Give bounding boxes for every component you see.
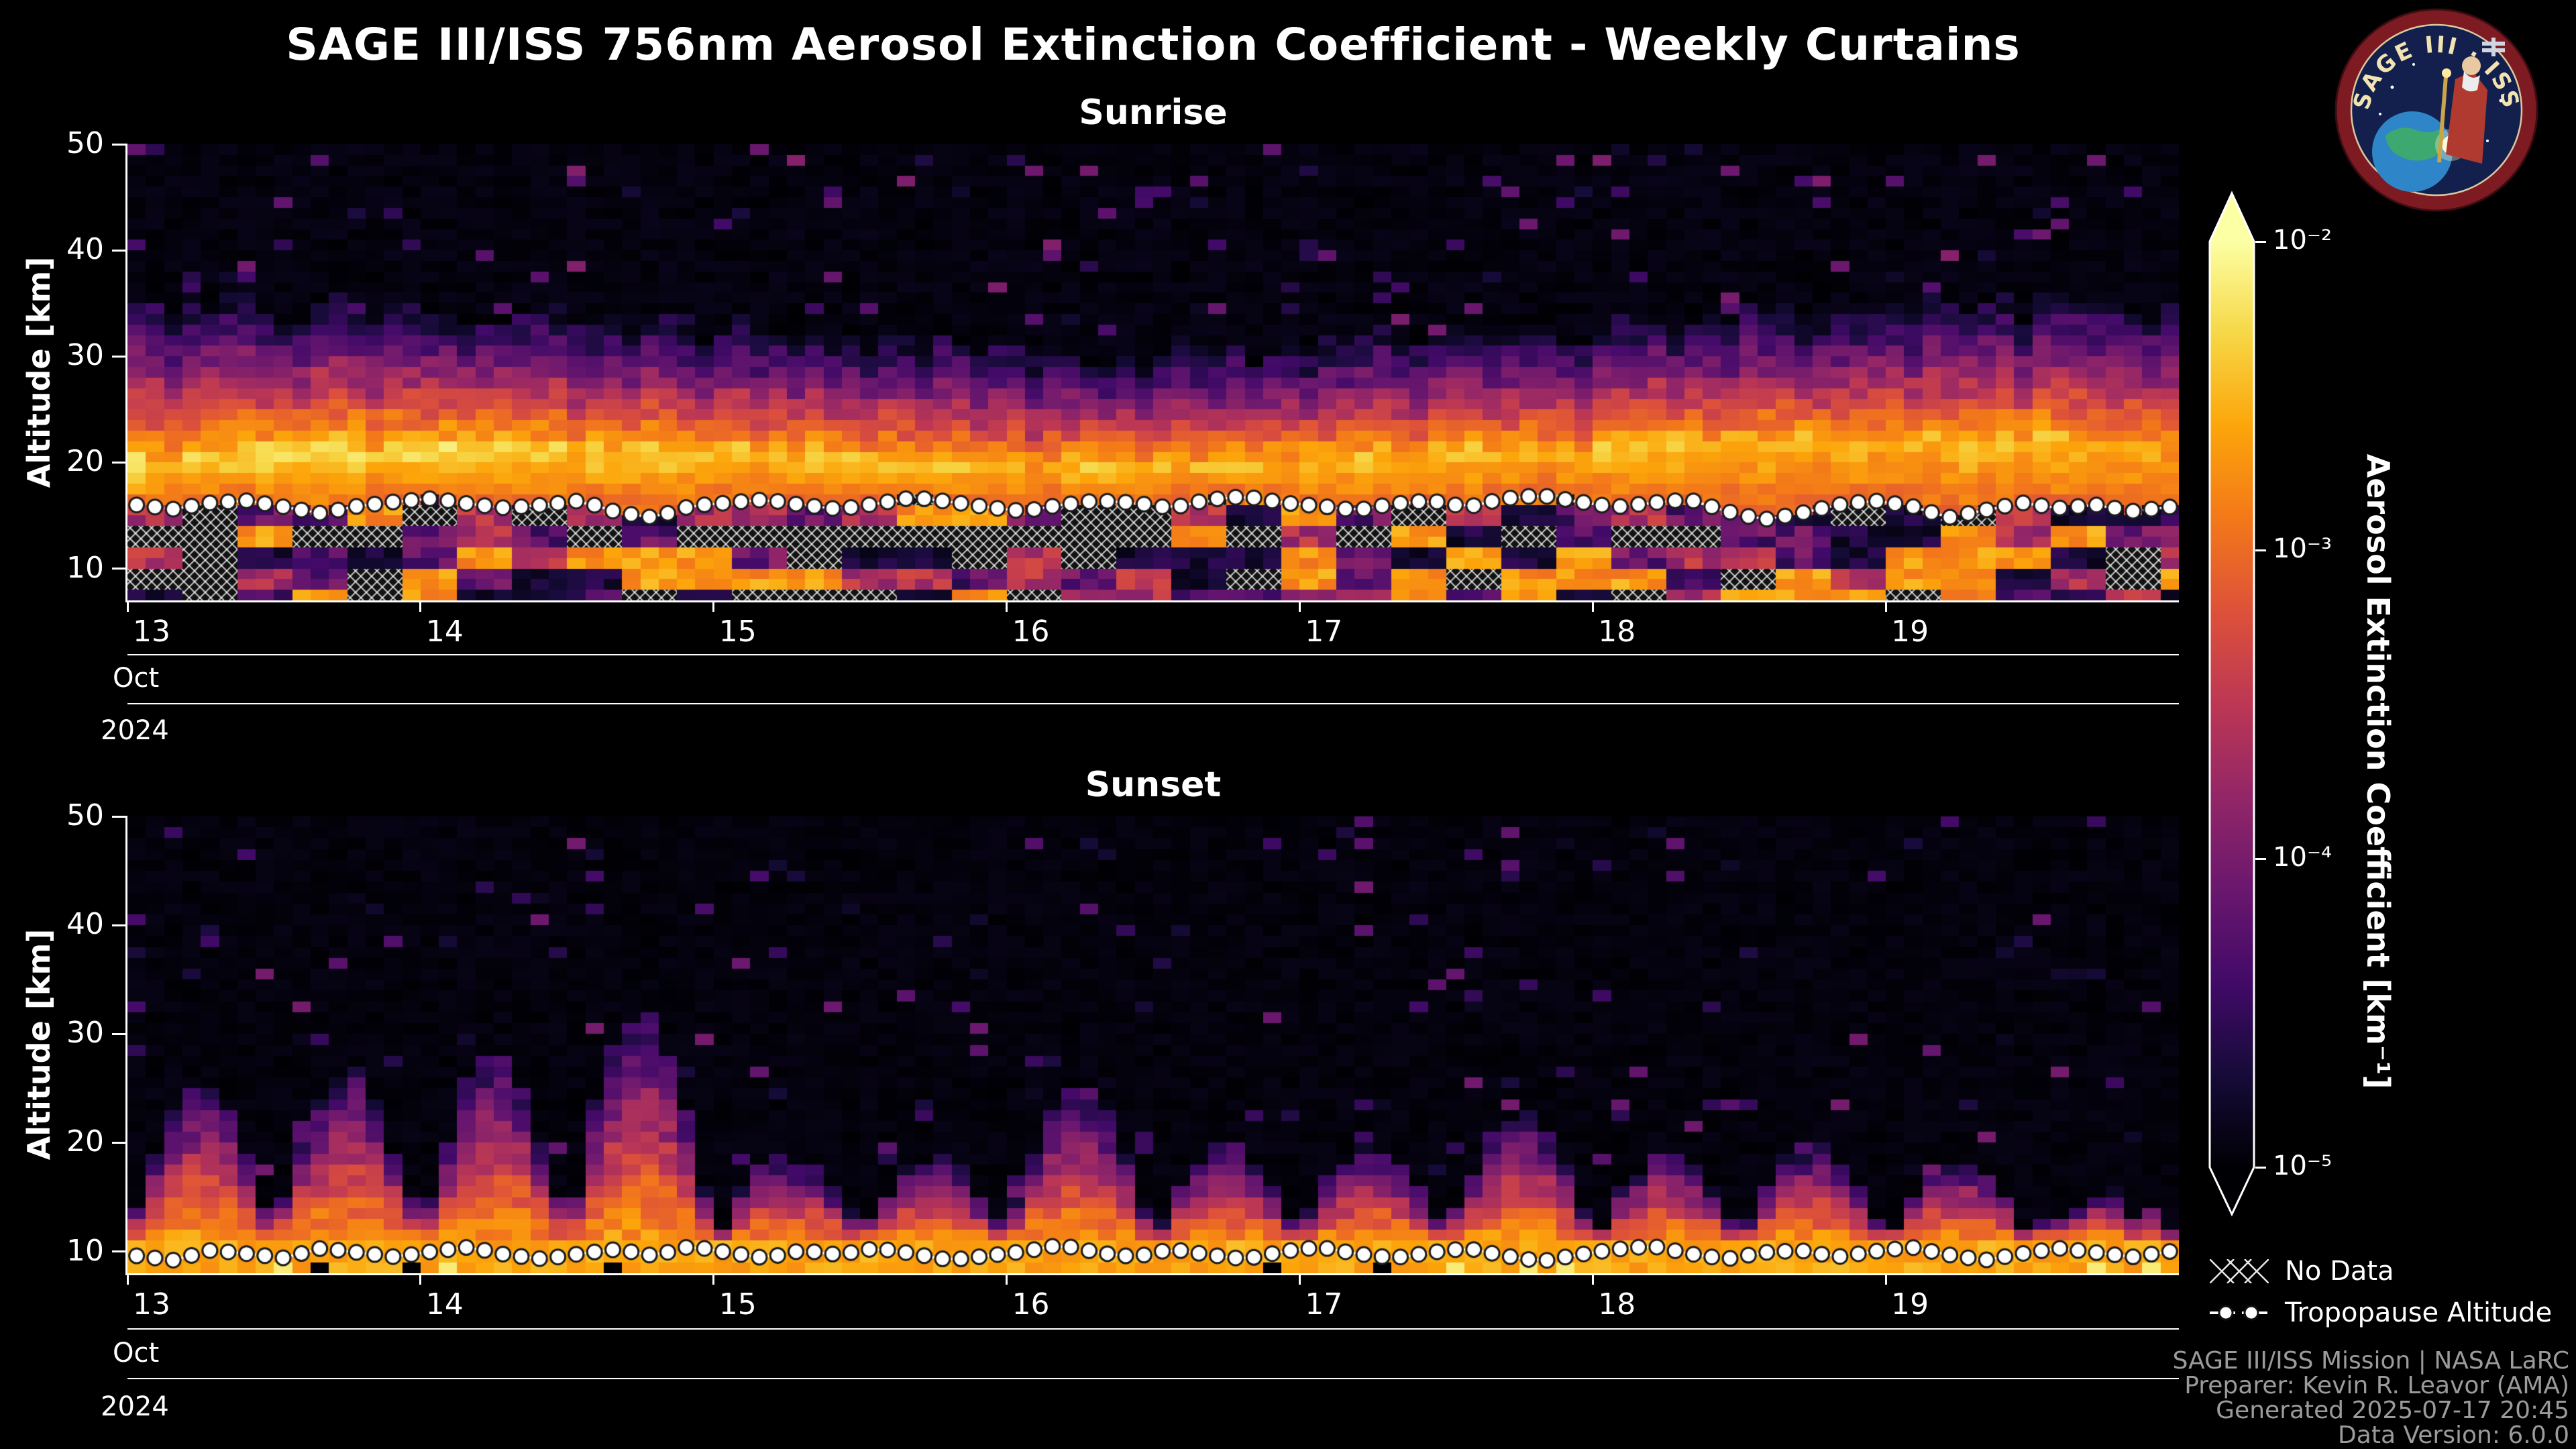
sunrise-plot-area [125,144,2179,602]
credit-generated: Generated 2025-07-17 20:45 [2216,1397,2569,1424]
y-tick-mark [112,568,127,570]
sunset-heatmap-canvas [127,816,2179,1273]
sunrise-heatmap-canvas [127,144,2179,600]
x-tick-label: 18 [1598,614,1636,649]
y-tick-mark [112,1250,127,1253]
colorbar-bar [2208,191,2255,1217]
x-tick-mark [126,602,129,612]
x-tick-label: 18 [1598,1287,1636,1322]
legend-tropopause-label: Tropopause Altitude [2285,1297,2553,1328]
x-tick-mark [712,1275,715,1285]
x-tick-mark [1298,1275,1301,1285]
y-tick-label: 50 [66,126,104,160]
x-tick-mark [1884,1275,1887,1285]
x-tick-mark [419,602,422,612]
y-tick-label: 10 [66,1233,104,1268]
panel-title-sunset: Sunset [1085,765,1222,805]
y-tick-label: 40 [66,232,104,267]
y-tick-label: 40 [66,907,104,942]
x-tick-mark [712,602,715,612]
colorbar-tick-mark [2255,858,2266,860]
colorbar-axis-label: Aerosol Extinction Coefficient [km⁻¹] [2360,453,2396,1089]
y-tick-label: 50 [66,798,104,833]
figure-title: SAGE III/ISS 756nm Aerosol Extinction Co… [286,19,2021,70]
y-tick-mark [112,924,127,926]
no-data-hatch-icon [2210,1259,2269,1283]
credit-data-version: Data Version: 6.0.0 [2338,1421,2569,1449]
y-tick-mark [112,249,127,252]
x-tick-mark [1006,602,1008,612]
colorbar-tick-label: 10⁻⁴ [2273,842,2332,873]
y-tick-mark [112,1141,127,1144]
x-tick-label: 15 [718,614,757,649]
sunset-plot-area [125,816,2179,1275]
x-tick-mark [126,1275,129,1285]
y-tick-label: 20 [66,444,104,479]
colorbar-tick-label: 10⁻⁵ [2273,1150,2332,1181]
x-tick-label: 19 [1891,1287,1929,1322]
x-axis-year-label-sunset: 2024 [101,1391,169,1422]
legend-item-no-data: No Data [2210,1256,2394,1287]
credit-mission: SAGE III/ISS Mission | NASA LaRC [2172,1347,2569,1375]
x-tick-label: 16 [1012,614,1050,649]
colorbar-tick-mark [2255,549,2266,551]
tropopause-marker-icon [2210,1305,2269,1321]
logo-iss-silhouette [2482,38,2505,56]
date-axis-separator [127,1378,2179,1379]
x-axis-month-label-sunset: Oct [113,1338,160,1368]
x-axis-month-label-sunrise: Oct [113,663,160,694]
x-tick-mark [419,1275,422,1285]
date-axis-separator [127,654,2179,655]
y-tick-label: 30 [66,1016,104,1051]
date-axis-separator [127,1328,2179,1330]
colorbar-tick-label: 10⁻² [2273,225,2332,256]
sage-iii-iss-logo: SAGE III · ISS [2334,8,2538,212]
legend-item-tropopause: Tropopause Altitude [2210,1297,2552,1328]
colorbar-tick-mark [2255,241,2266,243]
x-tick-label: 17 [1305,1287,1343,1322]
x-tick-label: 17 [1305,614,1343,649]
legend-no-data-label: No Data [2285,1256,2394,1287]
colorbar-tick-label: 10⁻³ [2273,533,2332,564]
x-tick-mark [1884,602,1887,612]
colorbar [2208,191,2255,1217]
y-tick-label: 30 [66,338,104,373]
x-tick-label: 13 [133,1287,170,1322]
y-tick-mark [112,143,127,146]
y-tick-label: 20 [66,1124,104,1159]
x-tick-label: 16 [1012,1287,1050,1322]
colorbar-tick-mark [2255,1167,2266,1169]
x-tick-mark [1298,602,1301,612]
date-axis-separator [127,703,2179,704]
x-tick-label: 19 [1891,614,1929,649]
x-tick-mark [1591,1275,1594,1285]
y-tick-mark [112,355,127,358]
logo-wizard [2437,56,2487,164]
y-tick-mark [112,461,127,464]
logo-earth [2372,111,2453,192]
x-tick-label: 15 [718,1287,757,1322]
x-tick-mark [1006,1275,1008,1285]
y-tick-mark [112,815,127,818]
x-tick-label: 14 [425,1287,464,1322]
x-tick-label: 14 [425,614,464,649]
x-tick-mark [1591,602,1594,612]
x-axis-year-label-sunrise: 2024 [101,715,169,746]
y-tick-mark [112,1032,127,1035]
y-tick-label: 10 [66,550,104,585]
x-tick-label: 13 [133,614,170,649]
credit-preparer: Preparer: Kevin R. Leavor (AMA) [2184,1372,2569,1399]
panel-title-sunrise: Sunrise [1079,93,1228,133]
